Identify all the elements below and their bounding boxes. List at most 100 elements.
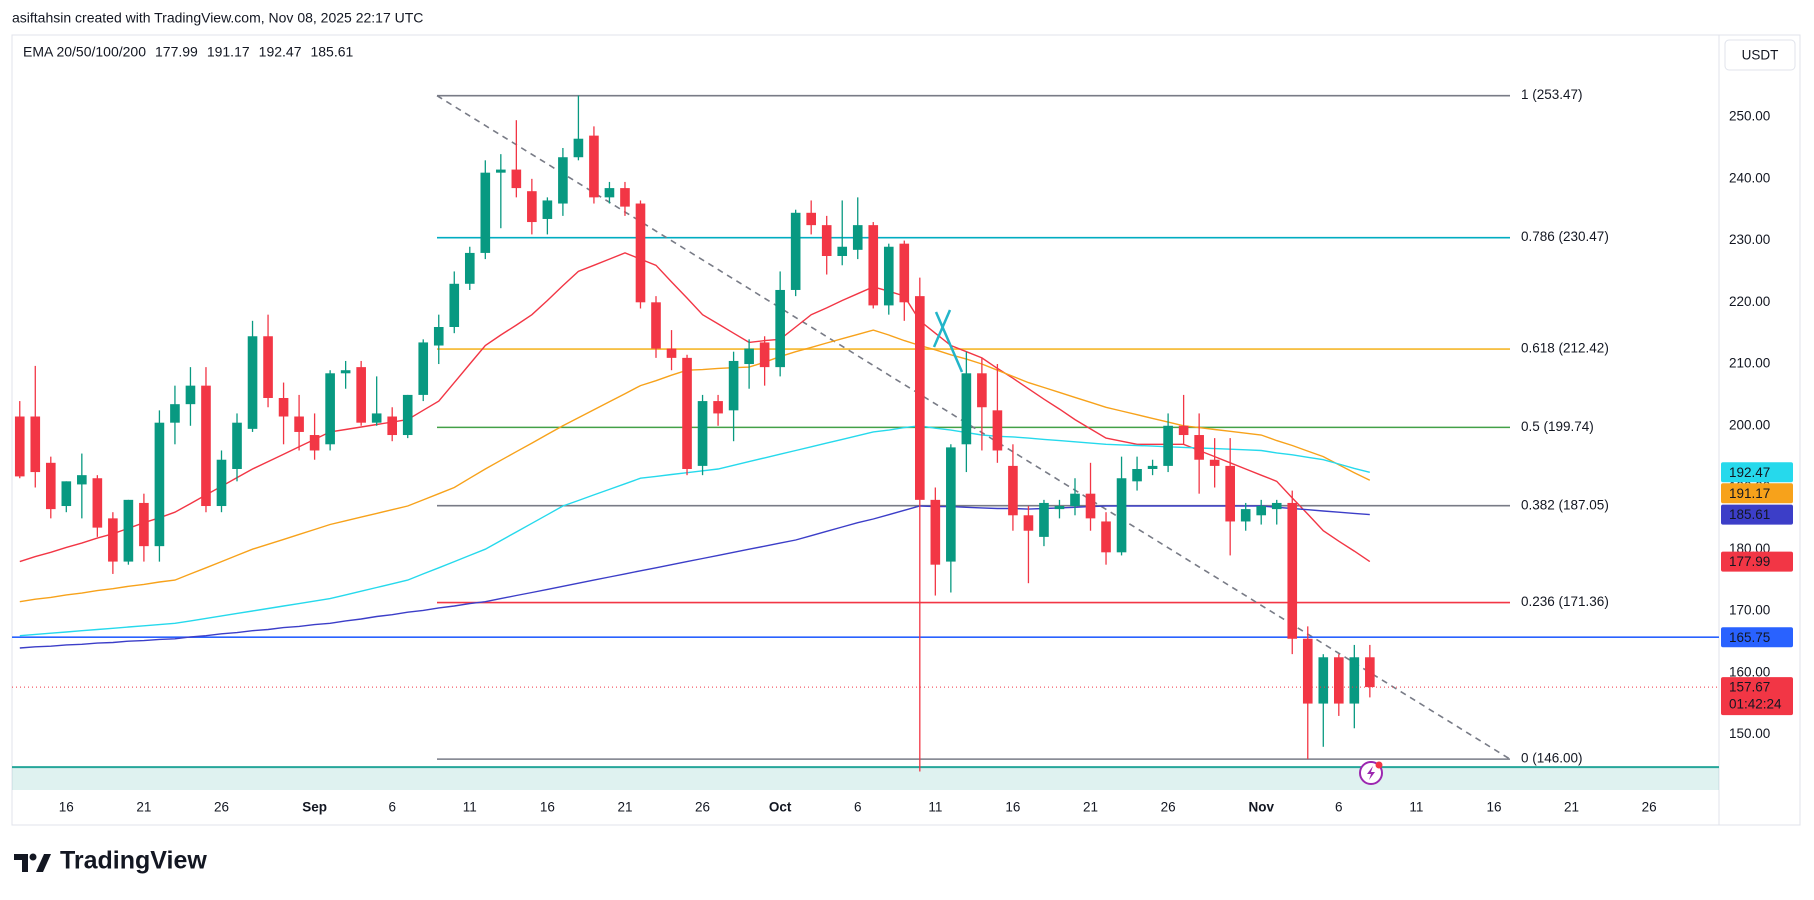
candle-body [201, 385, 211, 507]
candle-body [620, 188, 630, 207]
candle-body [511, 169, 522, 189]
y-tick-label: 240.00 [1729, 170, 1770, 185]
legend-value: 185.61 [310, 44, 353, 60]
x-tick-label: 16 [540, 800, 555, 815]
fib-label: 0 (146.00) [1521, 751, 1583, 766]
candle-body [837, 246, 848, 257]
candle-body [170, 404, 180, 423]
candle-body [682, 357, 692, 469]
zone [12, 767, 1719, 790]
candle-body [418, 342, 429, 395]
y-tick-label: 150.00 [1729, 726, 1770, 741]
y-tick-label: 220.00 [1729, 294, 1770, 309]
candle-body [713, 401, 723, 414]
candle-body [356, 367, 366, 423]
y-tick-label: 160.00 [1729, 664, 1770, 679]
logo-text: TradingView [60, 847, 207, 875]
candle-body [232, 422, 242, 469]
x-tick-label: 16 [1486, 800, 1501, 815]
ema-line [19, 425, 1370, 637]
fib-label: 0.382 (187.05) [1521, 497, 1609, 512]
candle-body [92, 478, 103, 528]
candle-body [868, 225, 879, 306]
candle-body [1225, 465, 1235, 522]
alert-dot [1375, 761, 1383, 769]
candle-body [154, 422, 165, 547]
candle-body [294, 416, 304, 432]
x-tick-label: 11 [1409, 800, 1423, 815]
candle-body [821, 225, 832, 257]
candle-body [1194, 435, 1204, 460]
candle-body [30, 416, 41, 473]
candle-body [961, 373, 972, 445]
candle-body [1302, 638, 1313, 704]
price-label: 157.67 [1729, 680, 1770, 695]
fib-label: 0.618 (212.42) [1521, 341, 1609, 356]
hline-label-box [1721, 627, 1793, 648]
ema-axis-label: 177.99 [1729, 554, 1770, 569]
x-tick-label: 6 [388, 800, 396, 815]
ema-axis-label: 191.17 [1729, 486, 1770, 501]
fib-label: 1 (253.47) [1521, 87, 1583, 102]
candle-body [496, 169, 506, 173]
x-tick-label: 11 [463, 800, 477, 815]
candle-body [278, 397, 289, 417]
candle-body [1287, 502, 1298, 639]
fib-label: 0.786 (230.47) [1521, 229, 1609, 244]
fib-label: 0.236 (171.36) [1521, 594, 1609, 609]
y-tick-label: 230.00 [1729, 232, 1770, 247]
candle-body [1008, 465, 1018, 516]
x-tick-label: 21 [617, 800, 632, 815]
candle-body [527, 191, 537, 223]
candle-body [387, 416, 398, 436]
currency-button[interactable] [1724, 39, 1796, 71]
ema-axis-label-box [1721, 551, 1793, 572]
cross-drawing [932, 309, 964, 373]
candle-body [728, 360, 739, 411]
candle-body [480, 172, 491, 253]
alert-bolt [1367, 766, 1375, 780]
candle-body [790, 212, 801, 290]
legend-title: EMA 20/50/100/200 [23, 44, 146, 60]
candle-body [1256, 506, 1267, 516]
candle-body [1085, 493, 1096, 519]
logo-mark [14, 854, 28, 872]
ema-axis-label-box [1721, 483, 1793, 504]
candle-body [1240, 509, 1251, 522]
candle-body [1116, 478, 1127, 553]
candle-body [1318, 657, 1329, 704]
candle-body [1163, 425, 1173, 466]
candle-body [1132, 468, 1142, 482]
candle-body [1209, 459, 1220, 466]
header: asiftahsin created with TradingView.com,… [12, 10, 423, 26]
candle-body [1101, 521, 1111, 553]
ema-line [19, 329, 1371, 603]
candle-body [1147, 465, 1158, 469]
candle-body [77, 475, 87, 485]
x-tick-label: 26 [1161, 800, 1176, 815]
candle-body [883, 246, 894, 306]
legend-value: 177.99 [155, 44, 198, 60]
countdown: 01:42:24 [1729, 697, 1782, 712]
legend-value: 192.47 [259, 44, 302, 60]
candle-body [573, 138, 584, 158]
price-box [1721, 677, 1793, 716]
x-tick-label: 21 [1083, 800, 1098, 815]
x-tick-label: 26 [695, 800, 710, 815]
candle-body [433, 326, 444, 346]
x-tick-label: 26 [1642, 800, 1657, 815]
candle-body [1333, 657, 1344, 704]
candle-body [464, 252, 475, 284]
y-tick-label: 210.00 [1729, 356, 1770, 371]
trend-line [436, 95, 1511, 760]
candle-body [402, 394, 413, 436]
candle-body [45, 462, 56, 510]
candle-body [1054, 506, 1065, 510]
candle-body [216, 459, 227, 507]
candle-body [744, 348, 754, 365]
candle-body [604, 188, 615, 198]
alert-icon[interactable] [1359, 761, 1383, 785]
logo-mark [36, 854, 51, 872]
candle-body [1178, 425, 1189, 436]
